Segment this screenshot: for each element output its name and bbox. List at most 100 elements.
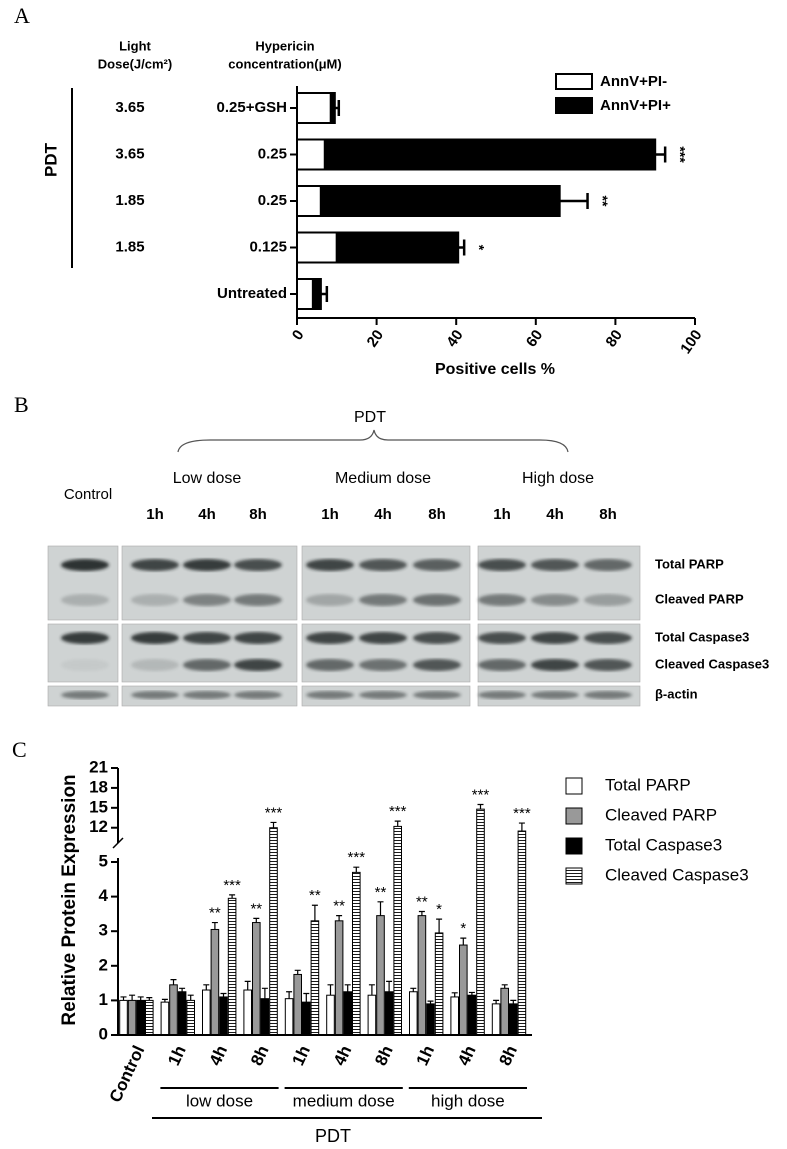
bar — [335, 231, 460, 264]
x-tick-label: 4h — [206, 1043, 232, 1069]
bar — [329, 92, 336, 124]
bar — [426, 1003, 435, 1036]
blot-band — [531, 632, 579, 644]
bar — [476, 808, 485, 1036]
blot-band — [531, 594, 579, 606]
bar — [326, 994, 335, 1036]
bar — [319, 185, 561, 217]
x-tick-label: 1h — [288, 1043, 314, 1069]
x-tick-label: 1h — [164, 1043, 190, 1069]
error-bar — [244, 980, 251, 991]
group-label: PDT — [41, 142, 60, 177]
bar — [491, 1003, 501, 1036]
error-bar — [120, 996, 127, 1001]
significance: ** — [333, 898, 345, 915]
legend-label: Cleaved Caspase3 — [605, 865, 749, 884]
error-bar — [137, 996, 144, 1001]
legend-label: Total PARP — [605, 775, 691, 794]
error-bar — [336, 915, 343, 921]
bar — [334, 920, 344, 1036]
legend-swatch — [565, 807, 583, 825]
axis-break — [112, 837, 124, 849]
error-bar — [451, 992, 458, 997]
error-bar — [203, 984, 210, 991]
legend-swatch — [565, 777, 583, 795]
y-tick-label: 18 — [89, 777, 108, 796]
blot-band — [306, 691, 354, 699]
bar — [227, 897, 237, 1036]
error-bar — [501, 984, 508, 989]
row-label: Total PARP — [655, 556, 724, 571]
y-tick-label: 1 — [99, 990, 108, 1009]
bar — [145, 999, 154, 1036]
legend-label: Cleaved PARP — [605, 805, 717, 824]
bar — [284, 998, 294, 1036]
significance: ** — [375, 884, 387, 901]
bar — [302, 1001, 311, 1036]
time-label: 4h — [198, 506, 216, 523]
significance: ** — [250, 900, 262, 917]
blot-band — [359, 559, 407, 571]
dose-label: 3.65 — [115, 145, 144, 162]
y-tick-label: 3 — [99, 921, 108, 940]
blot-band — [413, 594, 461, 606]
x-tick-label: 8h — [371, 1043, 397, 1069]
bar — [210, 928, 220, 1036]
bar — [296, 92, 332, 124]
bar — [252, 922, 261, 1036]
bar — [409, 991, 418, 1036]
x-tick-label: 0 — [289, 327, 308, 344]
significance: *** — [472, 786, 490, 803]
legend-label: AnnV+PI- — [600, 73, 667, 90]
bar — [260, 998, 270, 1036]
blot-band — [478, 594, 526, 606]
row-label: Cleaved PARP — [655, 591, 744, 606]
blot-band — [131, 559, 179, 571]
y-tick-label: 0 — [99, 1024, 108, 1043]
bar — [352, 871, 361, 1036]
error-bar — [220, 992, 227, 997]
blot-band — [131, 659, 179, 671]
blot-band — [584, 632, 632, 644]
blot-band — [531, 659, 579, 671]
blot-band — [61, 632, 109, 644]
blot-band — [306, 632, 354, 644]
group-title: PDT — [315, 1126, 351, 1146]
time-label: 8h — [249, 506, 267, 523]
bar — [160, 1001, 170, 1036]
bar — [417, 915, 427, 1036]
error-bar — [229, 894, 236, 899]
blot-band — [183, 594, 231, 606]
blot-band — [584, 559, 632, 571]
error-bar — [294, 969, 301, 975]
error-bar — [353, 866, 360, 873]
row-label: Cleaved Caspase3 — [655, 656, 769, 671]
bar — [127, 999, 137, 1036]
blot-band — [131, 594, 179, 606]
bar — [367, 994, 377, 1036]
error-bar — [253, 917, 260, 923]
x-tick-label: 60 — [523, 327, 546, 350]
blot-band — [234, 659, 282, 671]
x-tick-label: 20 — [364, 327, 387, 350]
error-bar — [270, 821, 277, 828]
x-tick-label: 100 — [677, 327, 705, 357]
blot-band — [413, 559, 461, 571]
error-bar — [427, 1000, 434, 1004]
blot-band — [306, 659, 354, 671]
error-bar — [129, 994, 136, 1001]
row-label: β-actin — [655, 686, 698, 701]
category-label: 0.25+GSH — [217, 99, 287, 116]
time-label: 4h — [546, 506, 564, 523]
error-bar — [477, 803, 484, 810]
bar — [500, 987, 509, 1036]
significance: *** — [672, 146, 688, 163]
blot-band — [61, 659, 109, 671]
group-label: high dose — [431, 1091, 505, 1110]
x-axis-label: Positive cells % — [435, 361, 555, 378]
y-tick-label: 12 — [89, 817, 108, 836]
error-bar — [327, 984, 334, 996]
blot-band — [183, 659, 231, 671]
bar — [296, 138, 326, 171]
